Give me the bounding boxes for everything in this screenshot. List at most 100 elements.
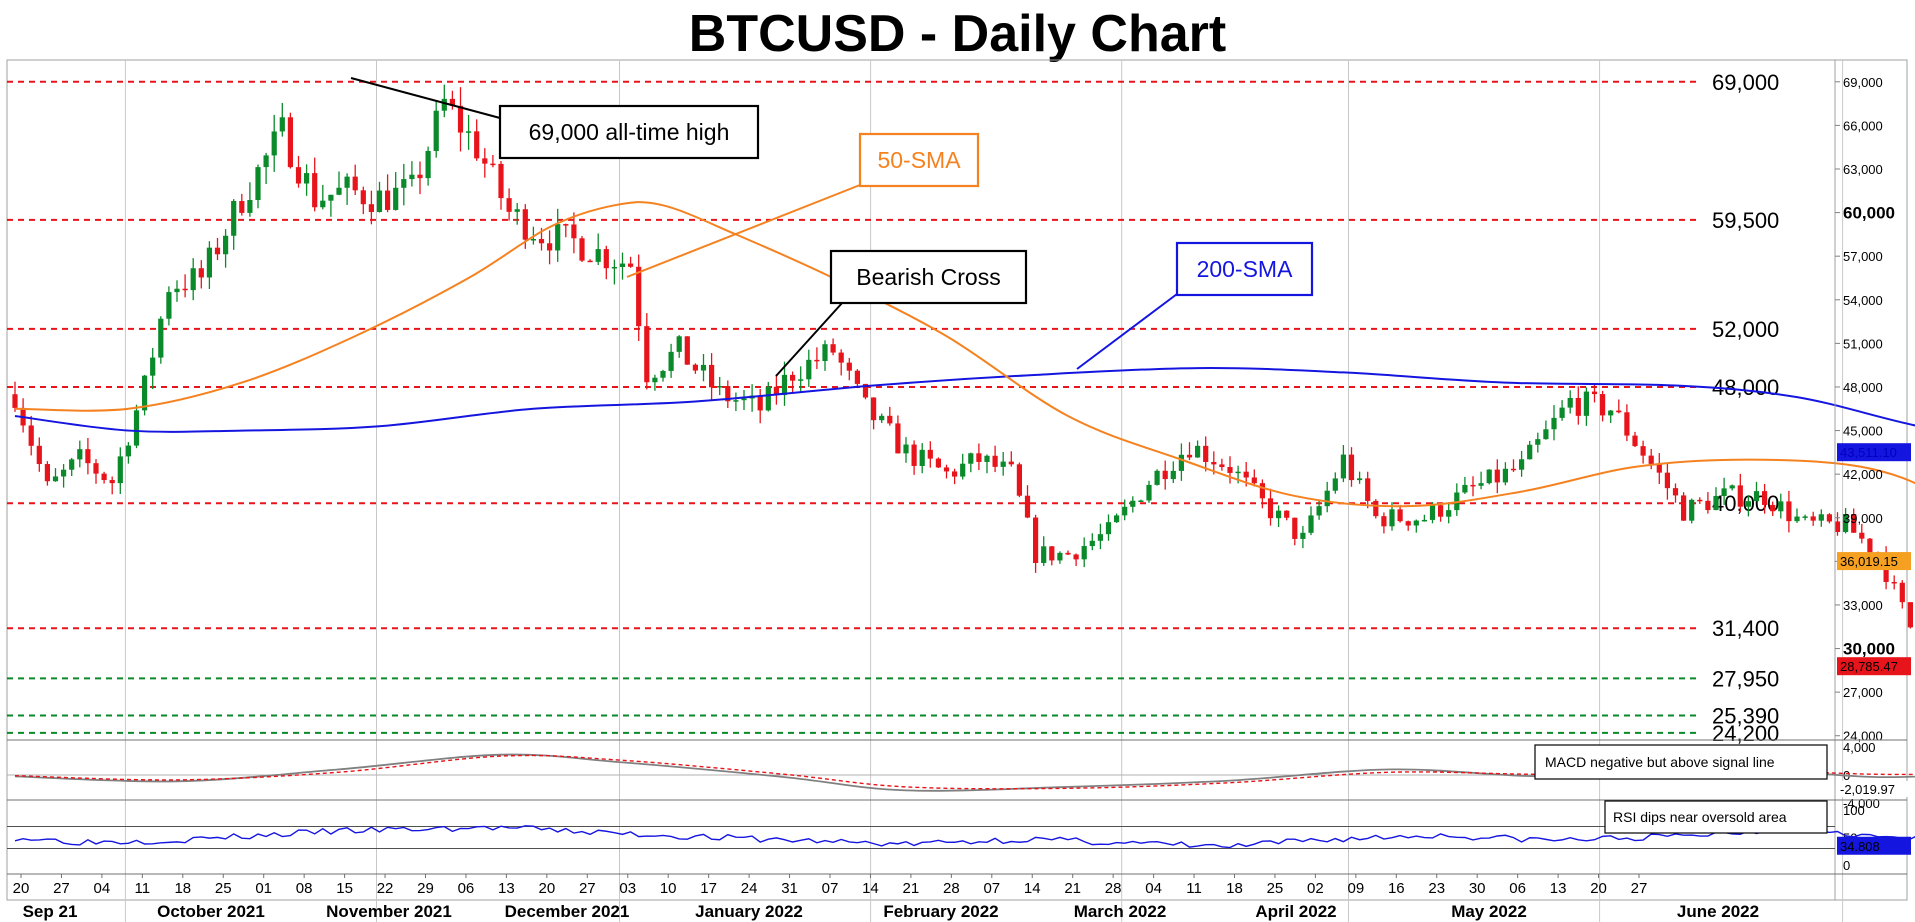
bear-candle <box>368 204 374 212</box>
bull-candle <box>1753 491 1760 502</box>
bull-candle <box>1527 444 1533 460</box>
bull-candle <box>1178 454 1184 471</box>
x-day-label: 20 <box>539 880 556 897</box>
annotations: 69,000 all-time high 50-SMA Bearish Cross 2… <box>350 77 1314 377</box>
bear-candle <box>603 249 609 269</box>
bull-candle <box>879 415 885 421</box>
bear-candle <box>522 209 528 240</box>
callout-leader-50-sma <box>626 184 861 278</box>
price-tag-43-511-10 <box>1837 443 1911 462</box>
x-day-label: 11 <box>135 880 151 897</box>
x-day-label: 27 <box>579 880 596 897</box>
bull-candle <box>223 235 229 255</box>
bear-candle <box>1381 516 1387 527</box>
bear-candle <box>1737 485 1743 507</box>
callout-box-200-sma <box>1175 241 1314 297</box>
bull-candle <box>1713 495 1719 511</box>
bear-candle <box>709 364 715 388</box>
sma200-line <box>14 367 1915 433</box>
bull-candle <box>336 187 342 195</box>
bear-candle <box>1243 471 1249 478</box>
bear-candle <box>1899 582 1905 603</box>
bull-candle <box>117 456 123 484</box>
bull-candle <box>1105 522 1112 535</box>
bear-candle <box>1907 602 1913 628</box>
bear-candle <box>109 480 115 484</box>
bear-candle <box>538 239 545 244</box>
level-label-24-200: 24,200 <box>1712 721 1779 746</box>
y-tick-label: 42,000 <box>1843 467 1883 482</box>
bear-candle <box>1494 469 1500 483</box>
bear-candle <box>360 190 366 205</box>
bear-candle <box>1065 552 1071 555</box>
bear-candle <box>295 167 302 184</box>
bear-candle <box>93 463 99 474</box>
bear-candle <box>1284 510 1290 518</box>
level-label-59-500: 59,500 <box>1712 208 1779 233</box>
y-tick-label: 30,000 <box>1843 640 1895 659</box>
bull-candle <box>1146 484 1152 501</box>
bull-candle <box>717 386 723 388</box>
bull-candle <box>781 374 788 395</box>
macd-tick-label: 4,000 <box>1843 740 1876 755</box>
bull-candle <box>676 336 682 352</box>
bear-candle <box>1203 445 1209 462</box>
callout-leader-69-000-all-time-high <box>350 77 501 119</box>
bull-candle <box>611 266 617 269</box>
x-day-label: 31 <box>781 880 798 897</box>
y-tick-label: 57,000 <box>1843 249 1883 264</box>
bear-candle <box>1851 514 1857 533</box>
bull-candle <box>206 247 212 278</box>
bull-candle <box>1195 445 1201 458</box>
bear-candle <box>1162 470 1168 480</box>
bull-candle <box>1276 510 1282 519</box>
bull-candle <box>1818 514 1824 521</box>
bull-candle <box>376 190 383 212</box>
bear-candle <box>854 370 860 384</box>
bull-candle <box>1429 505 1436 520</box>
y-tick-label: 27,000 <box>1843 685 1883 700</box>
bull-candle <box>1745 501 1751 507</box>
bear-candle <box>182 288 188 291</box>
x-day-label: 07 <box>983 880 1000 897</box>
bear-candle <box>992 455 998 467</box>
bull-candle <box>166 292 172 319</box>
x-day-label: 04 <box>94 880 111 897</box>
level-label-27-950: 27,950 <box>1712 666 1779 691</box>
x-day-label: 18 <box>1226 880 1243 897</box>
bear-candle <box>1438 505 1444 517</box>
bear-candle <box>814 359 820 362</box>
y-tick-label: 69,000 <box>1843 75 1883 90</box>
bull-candle <box>393 187 399 210</box>
bear-candle <box>457 105 464 133</box>
rsi-note-box <box>1604 800 1828 834</box>
bull-candle <box>174 288 180 293</box>
bear-candle <box>846 362 852 371</box>
bull-candle <box>1122 506 1128 516</box>
bull-candle <box>158 318 164 358</box>
bull-candle <box>304 173 310 184</box>
price-tag-28-785-47 <box>1837 657 1911 676</box>
price-tag-label: 36,019.15 <box>1840 554 1898 569</box>
bear-candle <box>1786 501 1792 522</box>
bear-candle <box>1656 463 1662 473</box>
y-tick-label: 63,000 <box>1843 162 1883 177</box>
bear-candle <box>12 394 18 408</box>
bull-candle <box>1802 516 1808 518</box>
rsi-tick-label: 100 <box>1843 803 1865 818</box>
bear-candle <box>1227 467 1233 473</box>
x-month-label: November 2021 <box>326 902 452 921</box>
bull-candle <box>1130 500 1136 507</box>
callout-text-bearish-cross: Bearish Cross <box>856 264 1000 290</box>
bull-candle <box>328 194 334 201</box>
bear-candle <box>498 163 504 199</box>
bull-candle <box>1778 501 1784 512</box>
bull-candle <box>903 444 909 454</box>
bear-candle <box>830 344 836 353</box>
bear-candle <box>1397 509 1403 522</box>
bear-candle <box>1697 499 1703 502</box>
macd-line <box>14 753 1915 792</box>
y-tick-label: 45,000 <box>1843 424 1883 439</box>
